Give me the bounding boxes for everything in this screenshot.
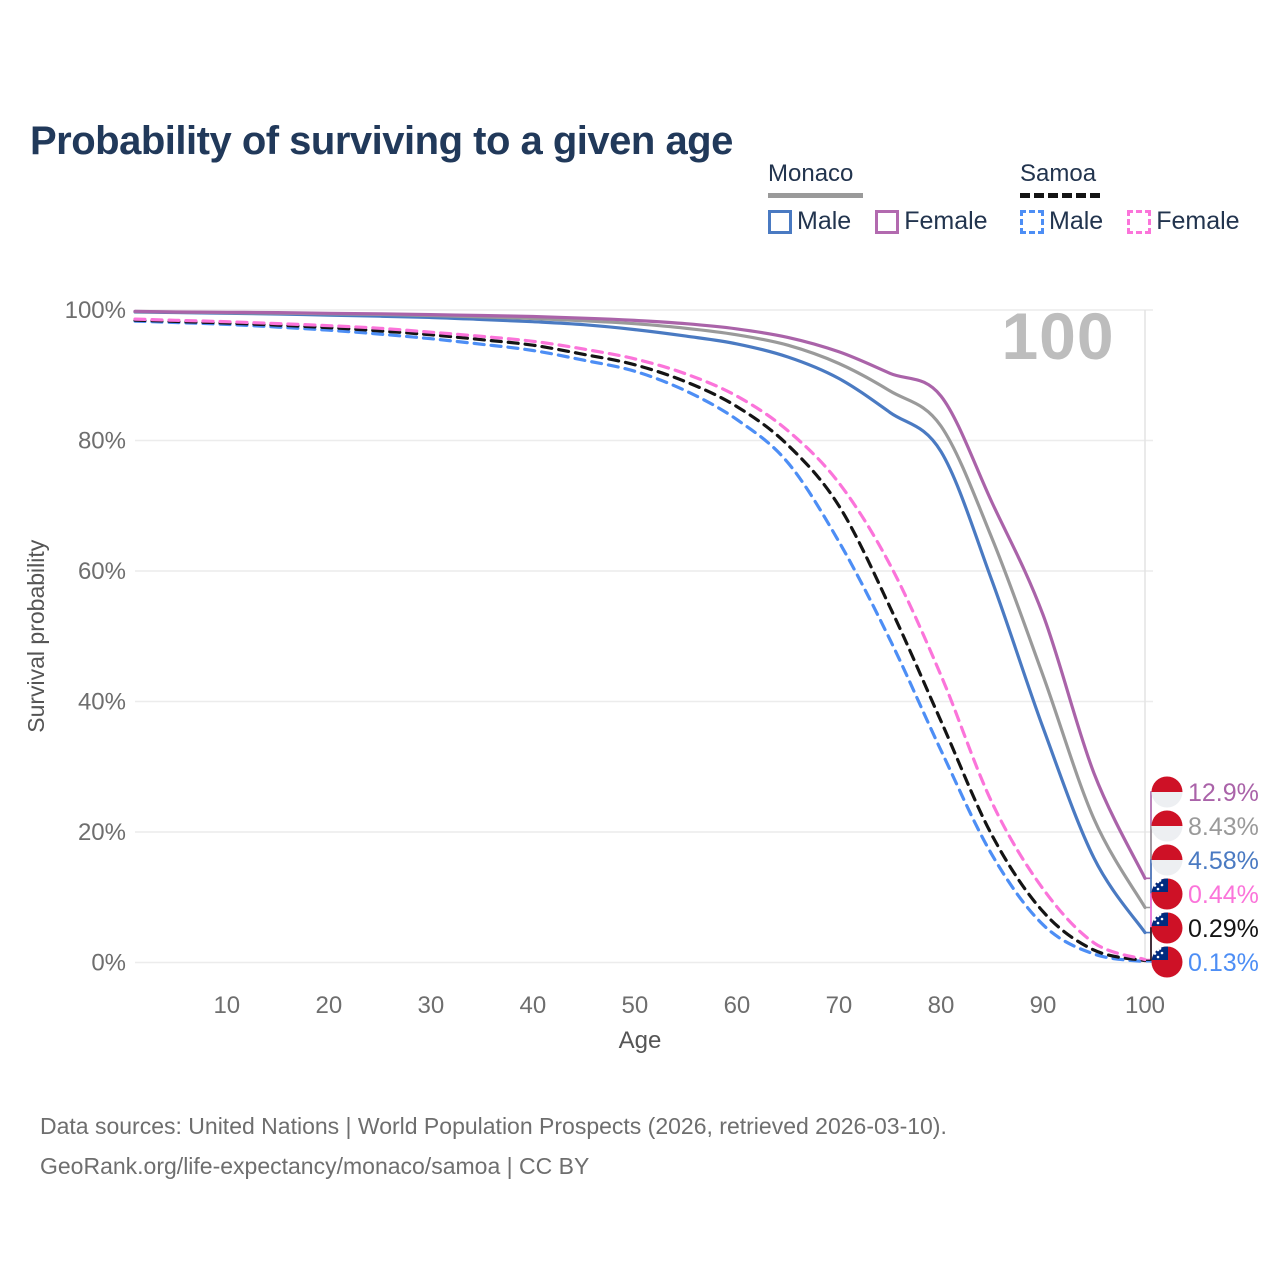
y-tick-label: 20% (78, 819, 126, 846)
legend-item-monaco-female[interactable]: Female (875, 207, 988, 236)
legend-item-monaco-male[interactable]: Male (768, 207, 851, 236)
samoa-flag-icon (1151, 912, 1183, 944)
x-axis-title: Age (619, 1027, 662, 1054)
end-value-label: 0.44% (1188, 881, 1259, 909)
legend-samoa-label: Samoa (1020, 160, 1097, 187)
x-tick-label: 100 (1125, 992, 1165, 1019)
x-tick-label: 60 (724, 992, 751, 1019)
y-tick-label: 0% (91, 950, 126, 977)
y-tick-label: 100% (65, 297, 126, 324)
page-title: Probability of surviving to a given age (30, 118, 733, 163)
legend-label: Female (1156, 207, 1240, 235)
monaco-flag-icon (1151, 810, 1183, 842)
legend-label: Male (1049, 207, 1104, 235)
legend-item-samoa-female[interactable]: Female (1127, 207, 1240, 236)
monaco-female-swatch-icon (875, 209, 900, 234)
legend-item-samoa-male[interactable]: Male (1020, 207, 1103, 236)
samoa-male-swatch-icon (1020, 209, 1044, 234)
x-tick-label: 30 (418, 992, 445, 1019)
samoa-flag-icon (1151, 878, 1183, 910)
x-tick-label: 10 (213, 992, 240, 1019)
monaco-male-swatch-icon (768, 209, 792, 234)
monaco-flag-icon (1151, 844, 1183, 876)
data-source-line2: GeoRank.org/life-expectancy/monaco/samoa… (40, 1153, 590, 1179)
x-tick-label: 50 (622, 992, 649, 1019)
end-value-label: 8.43% (1188, 813, 1259, 841)
y-tick-label: 60% (78, 558, 126, 585)
x-tick-label: 90 (1030, 992, 1057, 1019)
x-tick-label: 80 (928, 992, 955, 1019)
samoa-flag-icon (1151, 946, 1183, 978)
legend: Monaco Male Female Samoa Male Female (0, 160, 1280, 250)
samoa-line-sample (1020, 193, 1100, 198)
monaco-flag-icon (1151, 776, 1183, 808)
legend-label: Female (904, 207, 988, 235)
data-source-line1: Data sources: United Nations | World Pop… (40, 1113, 947, 1139)
samoa-female-swatch-icon (1127, 209, 1152, 234)
end-value-label: 12.9% (1188, 779, 1259, 807)
y-axis-title: Survival probability (23, 539, 49, 733)
x-tick-label: 40 (520, 992, 547, 1019)
curve-samoa-male (133, 319, 1147, 964)
legend-label: Male (797, 207, 852, 235)
end-value-label: 4.58% (1188, 847, 1259, 875)
curve-monaco-female (133, 309, 1147, 880)
curve-samoa-both (133, 318, 1147, 963)
x-tick-label: 70 (826, 992, 853, 1019)
x-tick-label: 20 (315, 992, 342, 1019)
curve-samoa-female (133, 317, 1147, 962)
end-value-label: 0.13% (1188, 949, 1259, 977)
y-tick-label: 40% (78, 689, 126, 716)
legend-group-monaco: Monaco Male Female (768, 160, 988, 236)
end-value-label: 0.29% (1188, 915, 1259, 943)
curve-monaco-both (133, 310, 1147, 910)
data-source-note: Data sources: United Nations | World Pop… (40, 1106, 947, 1186)
hover-age-watermark: 100 (1001, 299, 1115, 373)
y-tick-label: 80% (78, 428, 126, 455)
legend-monaco-label: Monaco (768, 160, 854, 187)
legend-group-samoa: Samoa Male Female (1020, 160, 1240, 236)
monaco-line-sample (768, 193, 863, 198)
